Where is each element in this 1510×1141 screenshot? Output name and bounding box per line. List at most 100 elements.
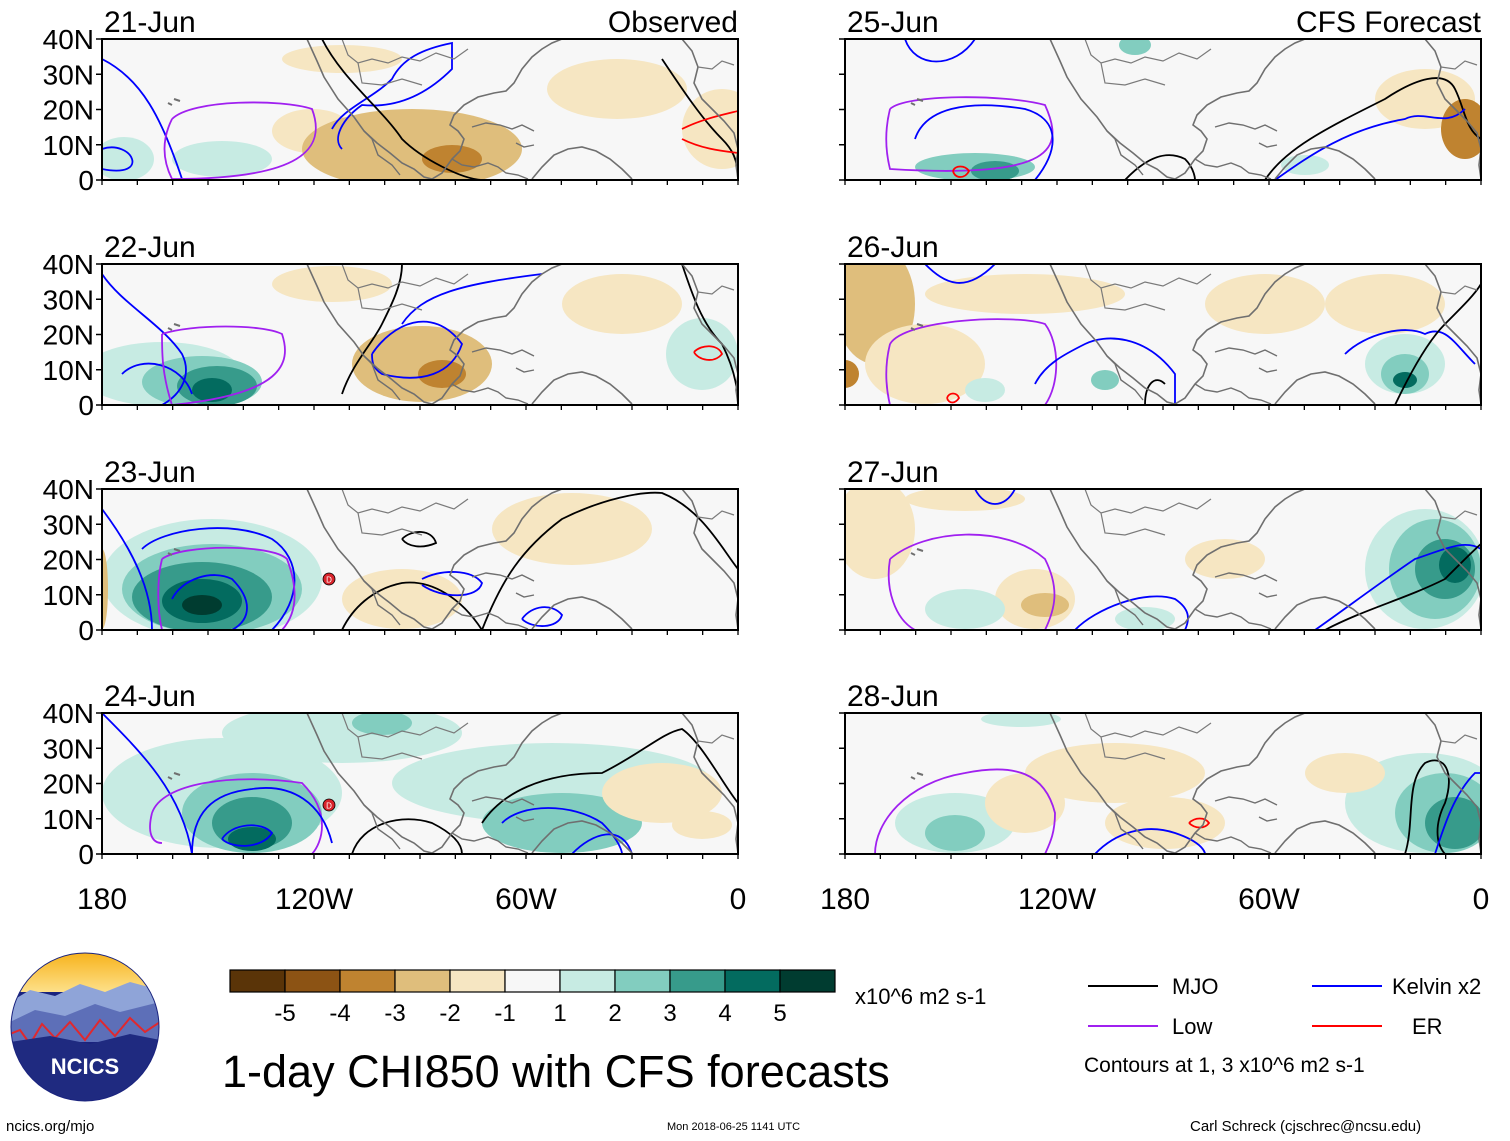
negative-anomaly: [418, 360, 466, 388]
panel-date: 24-Jun: [104, 680, 196, 713]
positive-anomaly: [1091, 370, 1119, 390]
map-panel: 28-Jun 180 120W 60W 0: [820, 680, 1490, 916]
negative-anomaly: [492, 493, 652, 565]
kelvin-contour: [331, 41, 453, 150]
lat-tick-label: 30N: [43, 733, 94, 764]
mjo-contour: [481, 491, 738, 630]
lat-tick-label: 20N: [43, 769, 94, 800]
panel-date: 25-Jun: [847, 6, 939, 39]
kelvin-contour: [121, 362, 193, 395]
panel-date: 22-Jun: [104, 231, 196, 264]
colorbar: -5 -4 -3 -2 -1 1 2 3 4 5: [229, 969, 836, 1027]
kelvin-contour: [171, 574, 248, 630]
positive-anomaly: [1439, 547, 1471, 583]
low-contour: [151, 778, 323, 854]
positive-anomaly: [1425, 797, 1481, 849]
colorbar-swatch: [284, 969, 341, 993]
kelvin-contour: [924, 264, 996, 284]
colorbar-tick-label: 1: [553, 1000, 566, 1027]
kelvin-contour: [191, 787, 333, 854]
figure-title: 1-day CHI850 with CFS forecasts: [222, 1046, 890, 1097]
kelvin-contour: [1314, 544, 1481, 630]
colorbar-swatch: [449, 969, 506, 993]
kelvin-contour: [102, 713, 193, 854]
positive-anomaly: [981, 713, 1061, 727]
kelvin-contour: [914, 104, 1054, 180]
colorbar-tick-label: -1: [494, 1000, 515, 1027]
colorbar-tick-label: 3: [663, 1000, 676, 1027]
lon-tick-label: 180: [77, 883, 127, 916]
lon-tick-label: 120W: [275, 883, 354, 916]
lat-tick-label: 30N: [43, 59, 94, 90]
kelvin-contour: [1344, 329, 1476, 365]
storm-marker-icon: D: [322, 798, 336, 812]
lat-tick-label: 10N: [43, 580, 94, 611]
lat-tick-label: 30N: [43, 509, 94, 540]
positive-anomaly: [182, 595, 222, 615]
mjo-legend-label: MJO: [1172, 974, 1218, 999]
low-contour: [157, 546, 296, 630]
er-contour: [952, 165, 971, 178]
negative-anomaly: [102, 549, 108, 629]
svg-text:D: D: [326, 802, 332, 811]
positive-anomaly: [1115, 607, 1175, 630]
er-contour: [681, 110, 738, 130]
kelvin-contour: [904, 39, 976, 63]
positive-anomaly: [192, 378, 232, 402]
map-panel: 25-Jun CFS Forecast: [839, 6, 1482, 185]
kelvin-contour: [1094, 828, 1206, 854]
panel-date: 28-Jun: [847, 680, 939, 713]
contours-note: Contours at 1, 3 x10^6 m2 s-1: [1084, 1054, 1365, 1077]
colorbar-swatch: [394, 969, 451, 993]
mjo-contour: [1124, 154, 1196, 180]
lon-tick-label: 180: [820, 883, 870, 916]
positive-anomaly: [1281, 155, 1329, 175]
kelvin-contour: [1434, 772, 1481, 854]
colorbar-swatch: [559, 969, 616, 993]
lat-tick-label: 20N: [43, 320, 94, 351]
low-contour: [161, 325, 286, 405]
colorbar-tick-label: -2: [439, 1000, 460, 1027]
footer-url[interactable]: ncics.org/mjo: [6, 1118, 95, 1135]
negative-anomaly: [302, 109, 522, 180]
negative-anomaly: [845, 489, 915, 579]
mjo-contour: [341, 581, 483, 630]
footer-credit: Carl Schreck (cjschrec@ncsu.edu): [1190, 1118, 1422, 1135]
negative-anomaly: [905, 489, 1025, 511]
kelvin-contour: [1034, 337, 1176, 405]
colorbar-units: x10^6 m2 s-1: [855, 984, 987, 1009]
negative-anomaly: [1205, 274, 1325, 334]
svg-text:D: D: [326, 576, 332, 585]
lon-tick-label: 0: [1473, 883, 1490, 916]
negative-anomaly: [682, 89, 738, 169]
logo-text: NCICS: [51, 1054, 119, 1079]
map-panel: 26-Jun: [839, 231, 1482, 410]
lat-tick-label: 0: [78, 165, 94, 196]
kelvin-contour: [141, 527, 296, 630]
kelvin-contour: [501, 807, 623, 854]
kelvin-contour: [371, 320, 464, 379]
logo: NCICS: [10, 952, 160, 1102]
negative-anomaly: [1305, 753, 1385, 793]
panel-date: 27-Jun: [847, 456, 939, 489]
positive-anomaly: [965, 378, 1005, 402]
map-panel: 22-Jun 40N 30N 20N 10N 0: [43, 231, 739, 421]
low-contour: [889, 533, 1056, 630]
negative-anomaly: [272, 266, 392, 302]
positive-anomaly: [482, 793, 642, 853]
positive-anomaly: [925, 815, 985, 851]
negative-anomaly: [342, 569, 462, 629]
negative-anomaly: [562, 274, 682, 334]
map-panel: 21-Jun Observed 40N 30N 20N 10N 0: [43, 6, 739, 196]
colorbar-swatch: [724, 969, 781, 993]
map-panel: 23-Jun 40N 30N 20N 10N 0 D: [43, 456, 739, 646]
mjo-contour: [481, 728, 738, 824]
kelvin-contour: [974, 489, 1016, 505]
negative-anomaly: [1185, 539, 1265, 579]
lat-tick-label: 20N: [43, 95, 94, 126]
lat-tick-label: 10N: [43, 355, 94, 386]
er-contour: [693, 345, 724, 361]
lat-tick-label: 0: [78, 615, 94, 646]
colorbar-swatch: [614, 969, 671, 993]
low-contour: [874, 768, 1056, 854]
